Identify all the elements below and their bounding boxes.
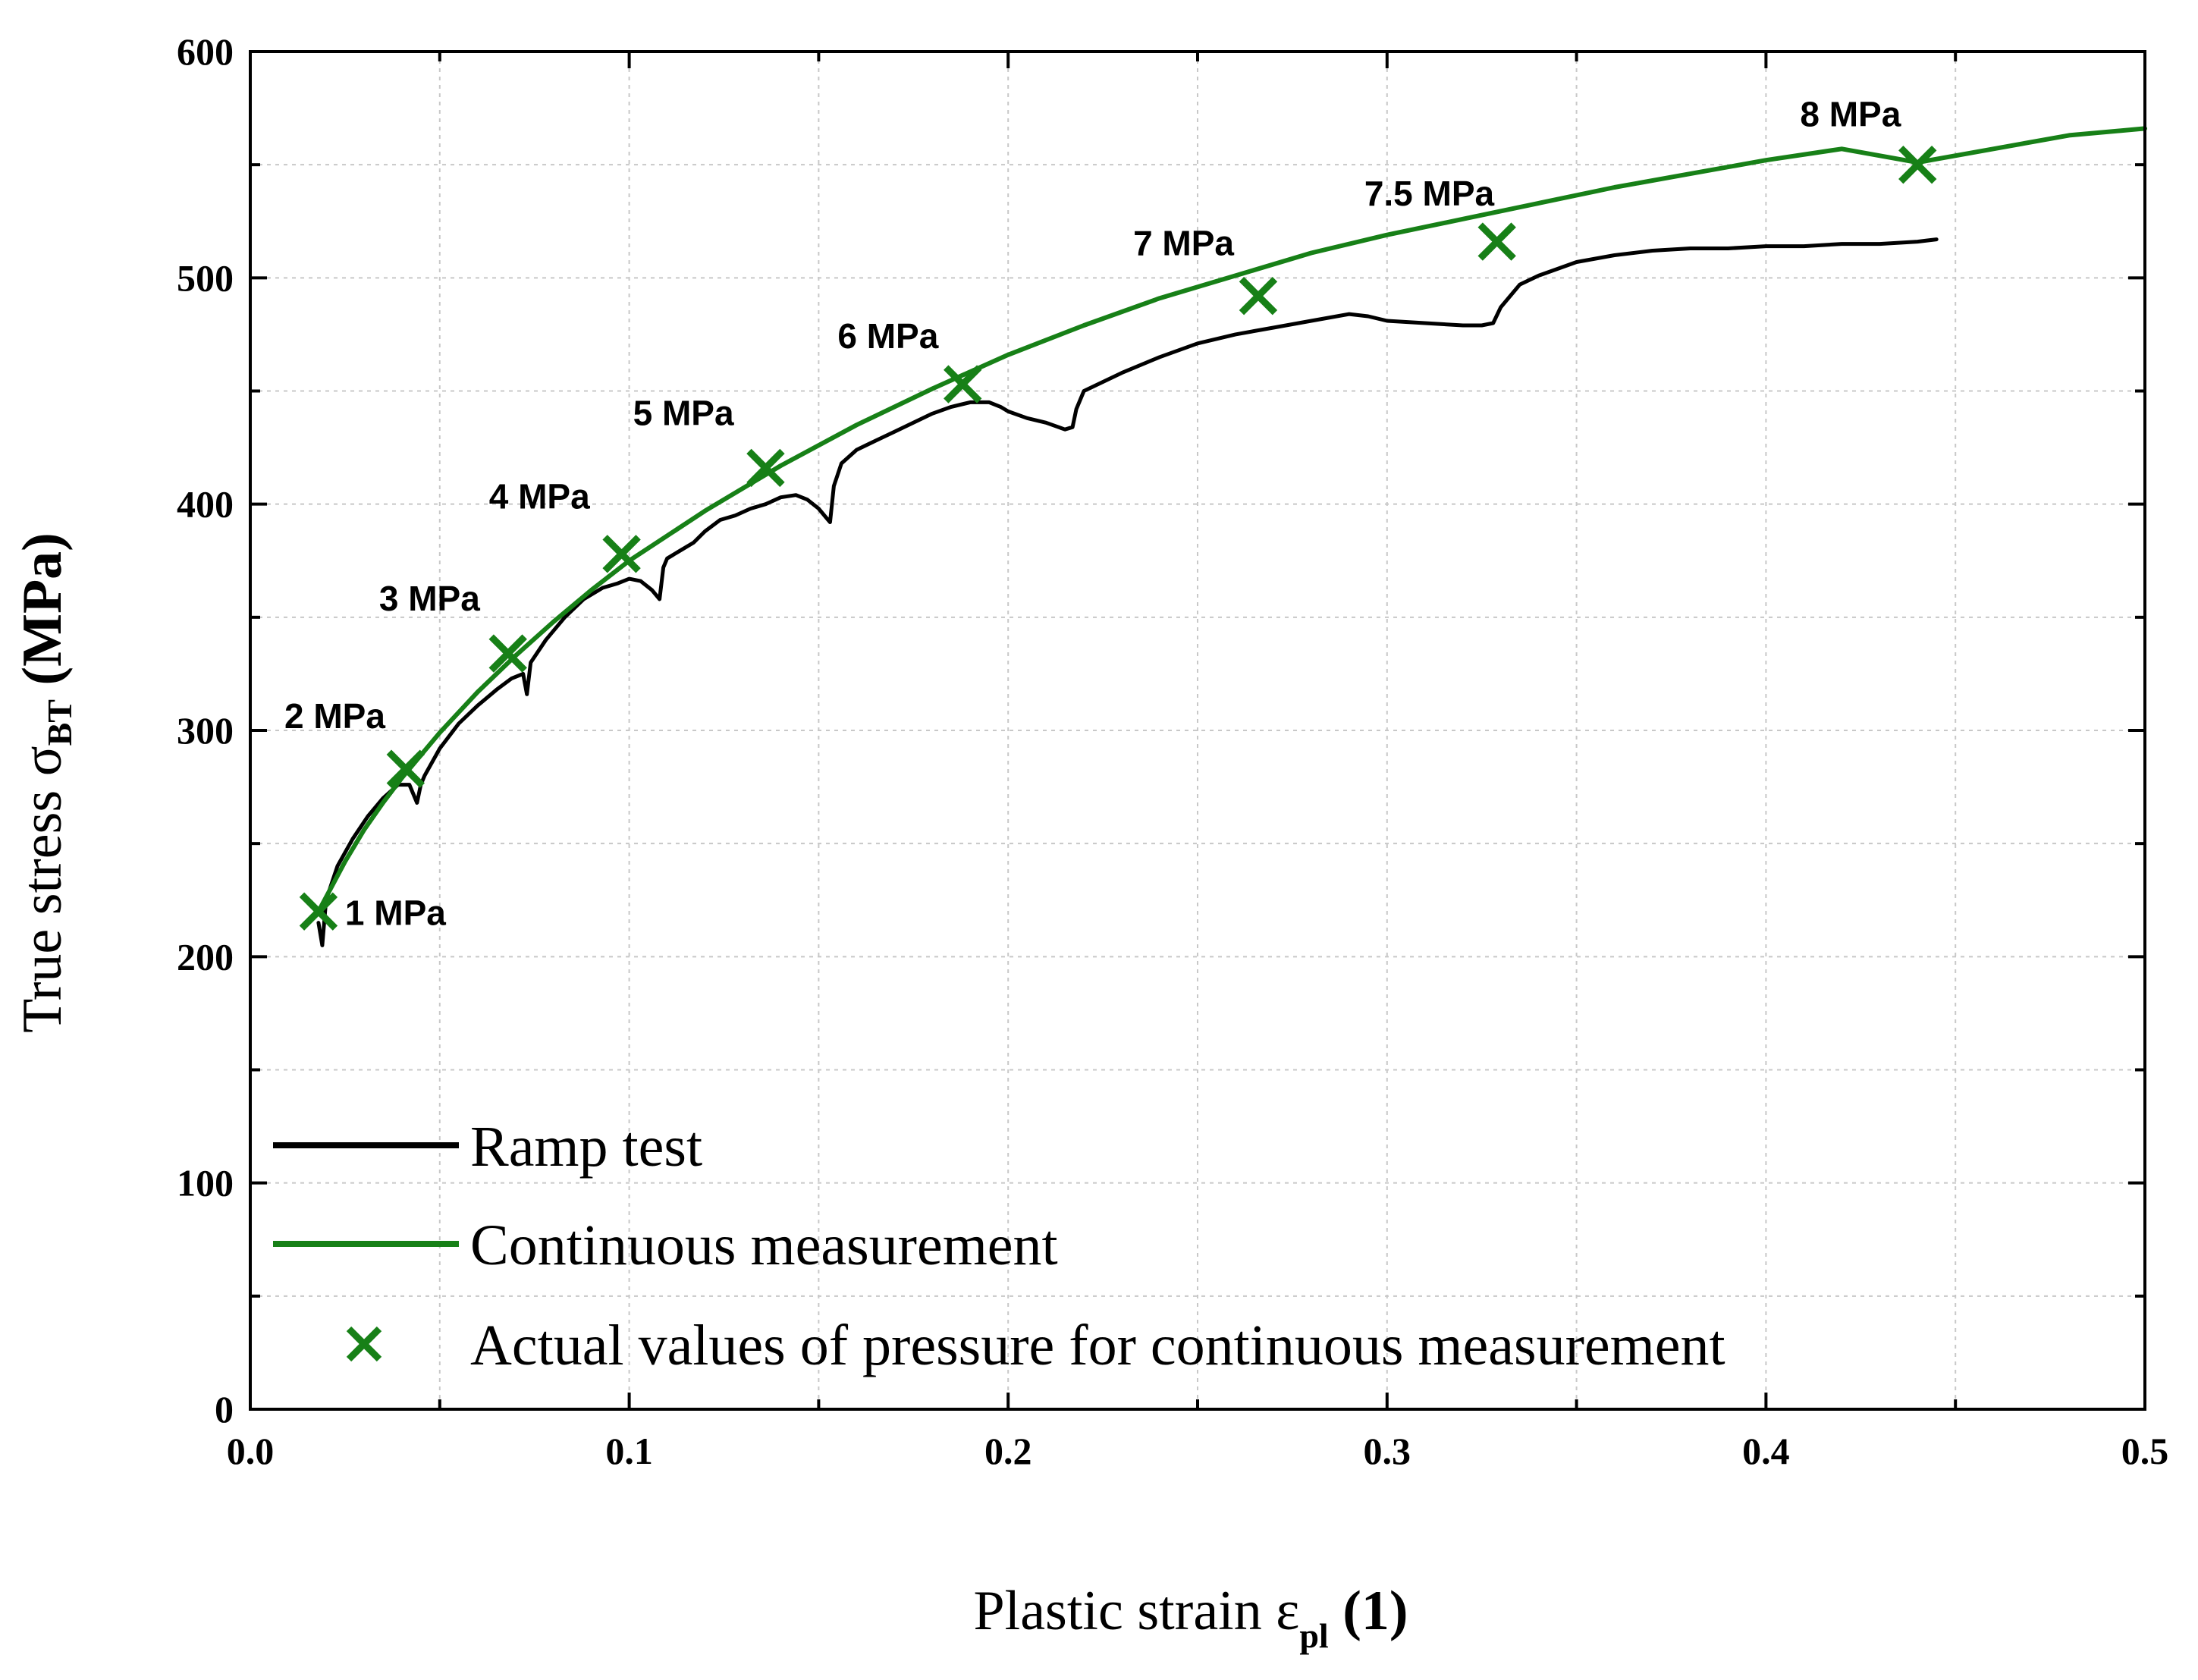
pressure-marker-stroke <box>1898 145 1937 184</box>
pressure-annotation: 8 MPa <box>1800 94 1901 133</box>
x-tick-label: 0.1 <box>605 1430 653 1472</box>
pressure-marker <box>488 634 527 673</box>
x-tick-label: 0.5 <box>2121 1430 2169 1472</box>
pressure-marker-stroke <box>746 448 785 488</box>
pressure-annotation: 7 MPa <box>1133 224 1234 263</box>
legend-label-marker: Actual values of pressure for continuous… <box>470 1314 1725 1377</box>
pressure-marker-stroke <box>488 634 527 673</box>
legend-swatch-marker <box>346 1326 382 1362</box>
pressure-marker <box>1898 145 1937 184</box>
y-axis-title-unit: (MPa) <box>11 532 74 699</box>
pressure-annotation: 4 MPa <box>489 477 590 517</box>
y-tick-label: 0 <box>215 1388 234 1430</box>
y-tick-label: 500 <box>177 256 234 299</box>
ramp-test-layer <box>316 237 1939 947</box>
legend-label-ramp: Ramp test <box>470 1115 702 1179</box>
y-tick-label: 400 <box>177 483 234 526</box>
pressure-marker <box>1239 277 1278 316</box>
pressure-marker-stroke <box>386 749 425 788</box>
pressure-marker-stroke <box>299 892 338 931</box>
pressure-marker <box>602 535 641 573</box>
pressure-marker <box>746 448 785 488</box>
y-tick-label: 100 <box>177 1162 234 1204</box>
pressure-marker <box>944 365 982 404</box>
pressure-marker-stroke <box>944 365 982 404</box>
y-axis-title: True stress σBT (MPa) <box>11 532 79 1033</box>
x-tick-label: 0.4 <box>1742 1430 1790 1472</box>
y-tick-label: 300 <box>177 709 234 752</box>
pressure-marker <box>299 892 338 931</box>
x-tick-label: 0.2 <box>984 1430 1032 1472</box>
grid-lines <box>250 52 2145 1409</box>
continuous-measurement-layer <box>316 126 2147 914</box>
pressure-marker <box>1477 222 1516 261</box>
axes: 0.0 0.1 0.2 0.3 0.4 0.5 0 100 200 300 400 500 600 <box>177 30 2168 1472</box>
x-axis-title-sub: pl <box>1299 1616 1328 1655</box>
x-axis-title-unit: (1) <box>1329 1580 1408 1642</box>
pressure-annotations: 1 MPa 2 MPa 3 MPa 4 MPa 5 MPa 6 MPa 7 MPa 7.5 M… <box>284 94 1901 932</box>
y-tick-label: 200 <box>177 935 234 978</box>
pressure-annotation: 6 MPa <box>837 316 938 356</box>
y-axis-title-main: True stress σ <box>11 746 74 1032</box>
x-tick-label: 0.0 <box>227 1430 275 1472</box>
legend: Ramp test Continuous measurement Actual … <box>273 1115 1725 1377</box>
pressure-marker-stroke <box>1477 222 1516 261</box>
x-tick-label: 0.3 <box>1364 1430 1411 1472</box>
pressure-annotation: 7.5 MPa <box>1364 174 1495 213</box>
x-axis-title-main: Plastic strain ε <box>974 1580 1300 1642</box>
pressure-marker-stroke <box>602 535 641 573</box>
continuous-measurement-line <box>316 126 2147 914</box>
pressure-annotation: 1 MPa <box>345 893 446 933</box>
pressure-marker-stroke <box>1239 277 1278 316</box>
y-axis-title-sub: BT <box>40 699 79 746</box>
x-axis-title: Plastic strain εpl (1) <box>974 1580 1408 1655</box>
pressure-annotation: 5 MPa <box>633 393 734 432</box>
ramp-test-line <box>316 237 1939 947</box>
pressure-marker-layer <box>299 145 1937 931</box>
y-tick-label: 600 <box>177 30 234 73</box>
pressure-marker <box>386 749 425 788</box>
pressure-annotation: 3 MPa <box>379 579 480 618</box>
pressure-annotation: 2 MPa <box>284 696 385 736</box>
legend-label-continuous: Continuous measurement <box>470 1214 1058 1277</box>
